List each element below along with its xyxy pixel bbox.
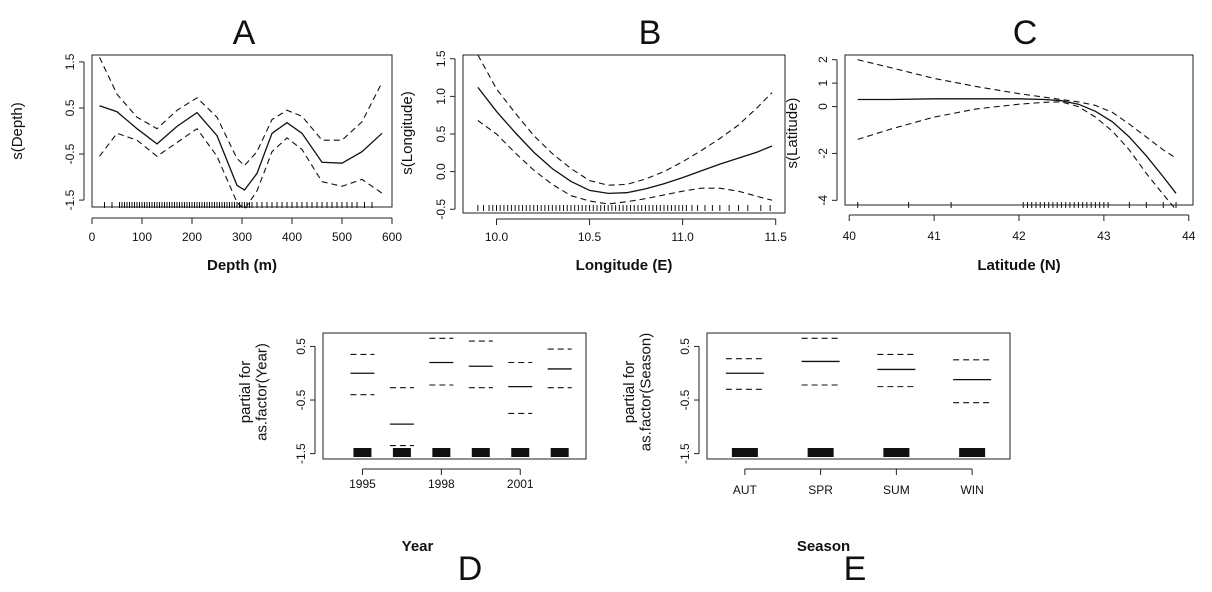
rug-block-d [471, 448, 490, 457]
plot-frame-e [706, 332, 1011, 460]
plot-frame-c [844, 54, 1194, 206]
x-tick-label-c: 43 [1097, 229, 1111, 243]
x-tick-label-d: 1998 [428, 477, 455, 491]
y-axis-title-line: as.factor(Season) [637, 333, 654, 451]
x-tick-label-b: 11.0 [671, 230, 694, 244]
fit-line-c [857, 98, 1177, 194]
panel-d: D -1.5 -0.5 0.5 partial foras.factor(Year) 19… [237, 332, 587, 588]
y-tick-label-e: -1.5 [678, 443, 692, 464]
y-tick-label-b: 0.0 [434, 163, 448, 180]
y-tick-label-b: 1.5 [434, 50, 448, 67]
upper-ci-line-b [477, 54, 773, 186]
x-tick-label-b: 11.5 [764, 230, 787, 244]
rug-block-d [392, 448, 411, 457]
y-axis-title-e: partial foras.factor(Season) [621, 333, 655, 451]
x-axis-title-e: Season [797, 538, 850, 555]
x-tick-label-c: 44 [1182, 229, 1196, 243]
y-tick-label-e: 0.5 [678, 338, 692, 355]
panel-letter-c: C [1013, 14, 1038, 52]
x-tick-label-a: 200 [182, 230, 202, 244]
upper-ci-line-a [99, 57, 383, 167]
panel-a: A -1.5 -0.5 0.5 1.5 s(Depth) 0 100 200 300 400 500 6… [9, 14, 402, 274]
y-tick-label-b: 1.0 [434, 88, 448, 105]
rug-block-e [731, 448, 758, 457]
y-tick-label-c: 2 [816, 56, 830, 63]
y-tick-label-c: 0 [816, 103, 830, 110]
y-tick-label-d: -0.5 [294, 389, 308, 410]
plot-frame-d [322, 332, 587, 460]
y-axis-title-line: s(Latitude) [784, 98, 801, 169]
panel-c: C -4 -2 0 1 2 s(Latitude) 40 41 42 43 44 Latitude (N… [784, 14, 1196, 274]
x-tick-label-a: 400 [282, 230, 302, 244]
y-tick-label-d: 0.5 [294, 338, 308, 355]
y-tick-label-b: -0.5 [434, 199, 448, 220]
plot-frame-b [462, 54, 786, 214]
y-tick-label-a: -1.5 [63, 189, 77, 210]
x-tick-label-e: WIN [960, 483, 983, 497]
plot-frame-a [91, 54, 393, 208]
x-tick-label-a: 500 [332, 230, 352, 244]
y-axis-title-d: partial foras.factor(Year) [237, 343, 271, 441]
y-tick-label-a: 1.5 [63, 53, 77, 70]
y-axis-title-line: partial for [621, 361, 638, 424]
panel-letter-a: A [233, 14, 256, 52]
y-tick-label-c: -2 [816, 148, 830, 159]
rug-block-e [883, 448, 910, 457]
y-axis-title-line: partial for [237, 361, 254, 424]
lower-ci-line-c [857, 101, 1177, 211]
x-tick-label-b: 10.5 [578, 230, 602, 244]
rug-block-e [959, 448, 986, 457]
panel-letter-b: B [639, 14, 662, 52]
y-tick-label-d: -1.5 [294, 443, 308, 464]
y-axis-title-a: s(Depth) [9, 102, 26, 160]
y-tick-label-b: 0.5 [434, 125, 448, 142]
x-tick-label-c: 41 [927, 229, 941, 243]
panel-b: B -0.5 0.0 0.5 1.0 1.5 s(Longitude) 10.0 10.5 11.… [399, 14, 787, 274]
x-tick-label-a: 600 [382, 230, 402, 244]
rug-block-e [807, 448, 834, 457]
y-axis-title-c: s(Latitude) [784, 98, 801, 169]
x-tick-label-a: 0 [89, 230, 96, 244]
x-tick-label-c: 42 [1012, 229, 1026, 243]
rug-block-d [511, 448, 530, 457]
x-axis-title-c: Latitude (N) [977, 257, 1060, 274]
x-tick-label-e: AUT [733, 483, 758, 497]
rug-block-d [550, 448, 569, 457]
y-axis-title-line: as.factor(Year) [253, 343, 270, 441]
upper-ci-line-c [857, 59, 1177, 159]
x-axis-title-b: Longitude (E) [576, 257, 673, 274]
y-tick-label-a: -0.5 [63, 143, 77, 164]
rug-block-d [353, 448, 372, 457]
x-tick-label-c: 40 [843, 229, 857, 243]
rug-block-d [432, 448, 451, 457]
lower-ci-line-a [99, 127, 383, 211]
x-tick-label-b: 10.0 [485, 230, 509, 244]
x-axis-title-a: Depth (m) [207, 257, 277, 274]
panel-e: E -1.5 -0.5 0.5 partial foras.factor(Season)… [621, 332, 1011, 588]
x-tick-label-e: SPR [808, 483, 833, 497]
x-tick-label-a: 300 [232, 230, 252, 244]
panel-letter-d: D [458, 550, 483, 588]
y-tick-label-c: 1 [816, 79, 830, 86]
y-axis-title-line: s(Depth) [9, 102, 26, 160]
y-tick-label-e: -0.5 [678, 389, 692, 410]
y-tick-label-a: 0.5 [63, 99, 77, 116]
panel-letter-e: E [844, 550, 867, 588]
fit-line-b [477, 87, 773, 195]
y-tick-label-c: -4 [816, 195, 830, 206]
x-axis-title-d: Year [402, 538, 434, 555]
y-axis-title-b: s(Longitude) [399, 91, 416, 174]
x-tick-label-e: SUM [883, 483, 910, 497]
x-tick-label-a: 100 [132, 230, 152, 244]
x-tick-label-d: 1995 [349, 477, 376, 491]
y-axis-title-line: s(Longitude) [399, 91, 416, 174]
fit-line-a [99, 105, 383, 191]
x-tick-label-d: 2001 [507, 477, 534, 491]
